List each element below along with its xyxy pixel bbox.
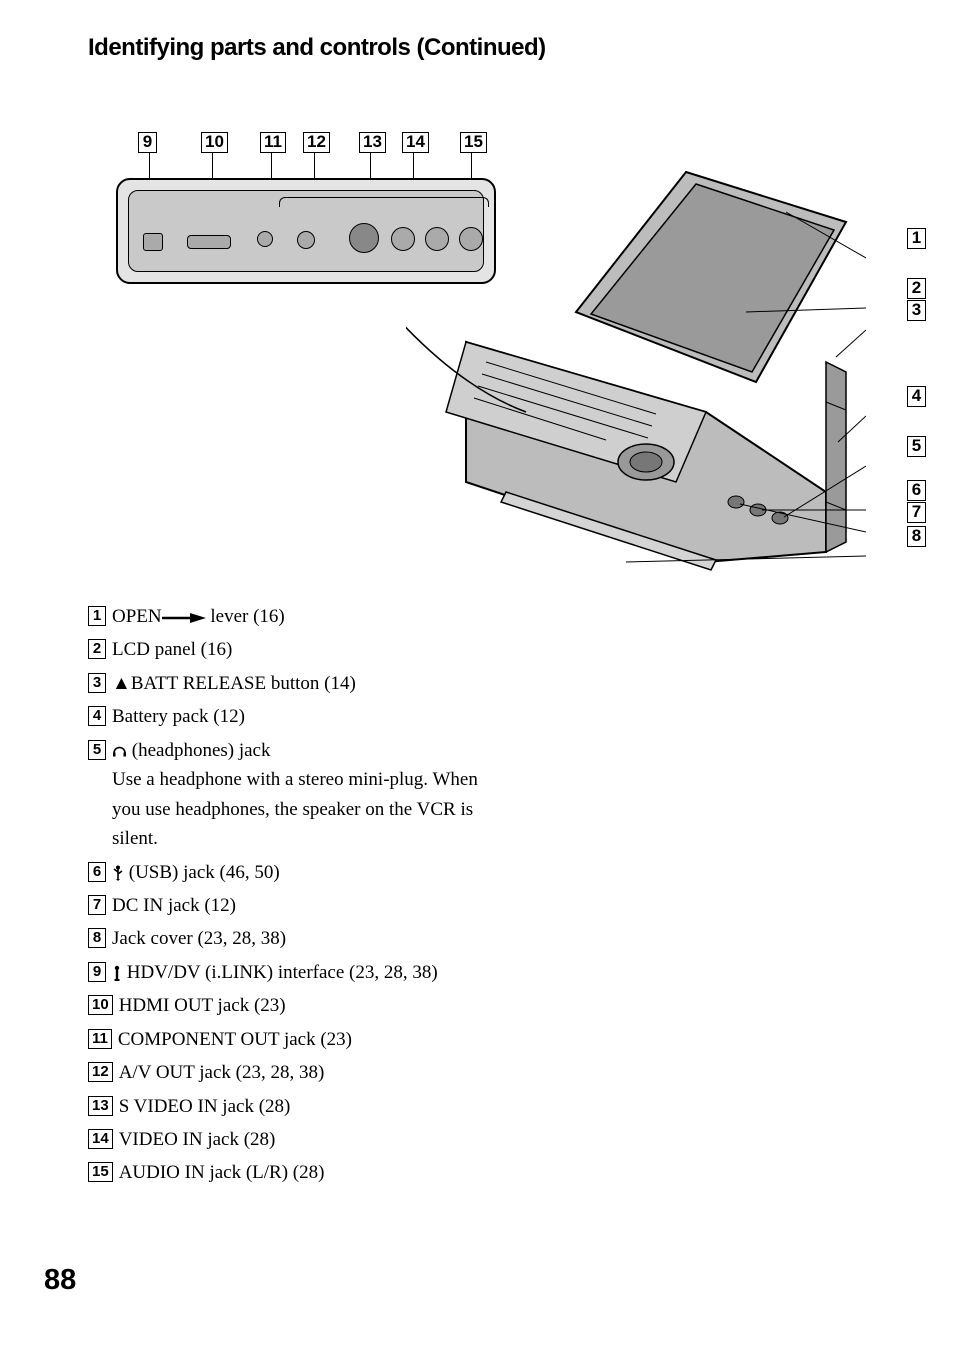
callout-number: 6 [907, 480, 926, 501]
item-text: AUDIO IN jack (L/R) (28) [119, 1158, 498, 1187]
item-number: 13 [88, 1096, 113, 1116]
item-text: HDMI OUT jack (23) [119, 991, 498, 1020]
callout-number: 4 [907, 386, 926, 407]
top-callouts: 9 10 11 12 13 14 15 [106, 132, 876, 162]
parts-list-item: 2 LCD panel (16) [88, 635, 498, 664]
parts-list-item: 4 Battery pack (12) [88, 702, 498, 731]
parts-list-item: 10 HDMI OUT jack (23) [88, 991, 498, 1020]
item-number: 10 [88, 995, 113, 1015]
item-text: ▲BATT RELEASE button (14) [112, 669, 498, 698]
callout-number: 2 [907, 278, 926, 299]
callout-number: 5 [907, 436, 926, 457]
parts-list-item: 3 ▲BATT RELEASE button (14) [88, 669, 498, 698]
callout-number: 9 [138, 132, 157, 153]
parts-list-item: 1 OPEN lever (16) [88, 602, 498, 631]
diagram-area: 9 10 11 12 13 14 15 [106, 132, 876, 572]
device-illustration [406, 162, 866, 572]
item-text: Battery pack (12) [112, 702, 498, 731]
parts-list-item: 13 S VIDEO IN jack (28) [88, 1092, 498, 1121]
item-number: 6 [88, 862, 106, 882]
parts-list-item: 7 DC IN jack (12) [88, 891, 498, 920]
item-number: 2 [88, 639, 106, 659]
item-number: 15 [88, 1162, 113, 1182]
item-text: Jack cover (23, 28, 38) [112, 924, 498, 953]
callout-number: 11 [260, 132, 286, 153]
item-description: Use a headphone with a stereo mini-plug.… [112, 765, 498, 853]
item-number: 8 [88, 928, 106, 948]
callout-number: 8 [907, 526, 926, 547]
item-number: 11 [88, 1029, 112, 1049]
page-title: Identifying parts and controls (Continue… [88, 34, 894, 62]
item-number: 7 [88, 895, 106, 915]
callout-number: 12 [303, 132, 330, 153]
callout-number: 1 [907, 228, 926, 249]
item-number: 12 [88, 1062, 113, 1082]
item-text: OPEN lever (16) [112, 602, 498, 631]
item-number: 9 [88, 962, 106, 982]
parts-list-item: 11 COMPONENT OUT jack (23) [88, 1025, 498, 1054]
item-text: LCD panel (16) [112, 635, 498, 664]
callout-number: 15 [460, 132, 487, 153]
parts-list-item: 8 Jack cover (23, 28, 38) [88, 924, 498, 953]
callout-number: 3 [907, 300, 926, 321]
parts-list-item: 12 A/V OUT jack (23, 28, 38) [88, 1058, 498, 1087]
callout-number: 13 [359, 132, 386, 153]
item-text: A/V OUT jack (23, 28, 38) [119, 1058, 498, 1087]
item-text: S VIDEO IN jack (28) [119, 1092, 498, 1121]
callout-number: 10 [201, 132, 228, 153]
item-text: (headphones) jackUse a headphone with a … [112, 736, 498, 854]
item-text: COMPONENT OUT jack (23) [118, 1025, 498, 1054]
parts-list-item: 15 AUDIO IN jack (L/R) (28) [88, 1158, 498, 1187]
parts-list-item: 9 HDV/DV (i.LINK) interface (23, 28, 38) [88, 958, 498, 987]
item-number: 14 [88, 1129, 113, 1149]
parts-list-item: 5 (headphones) jackUse a headphone with … [88, 736, 498, 854]
item-text: VIDEO IN jack (28) [119, 1125, 498, 1154]
parts-list-item: 6 (USB) jack (46, 50) [88, 858, 498, 887]
parts-list: 1 OPEN lever (16) 2 LCD panel (16) 3 ▲BATT RE… [88, 602, 498, 1188]
item-text: HDV/DV (i.LINK) interface (23, 28, 38) [112, 958, 498, 987]
parts-list-item: 14 VIDEO IN jack (28) [88, 1125, 498, 1154]
item-number: 4 [88, 706, 106, 726]
callout-number: 7 [907, 502, 926, 523]
item-number: 1 [88, 606, 106, 626]
item-text: DC IN jack (12) [112, 891, 498, 920]
item-text: (USB) jack (46, 50) [112, 858, 498, 887]
page-number: 88 [44, 1264, 76, 1297]
item-number: 5 [88, 740, 106, 760]
callout-number: 14 [402, 132, 429, 153]
item-number: 3 [88, 673, 106, 693]
